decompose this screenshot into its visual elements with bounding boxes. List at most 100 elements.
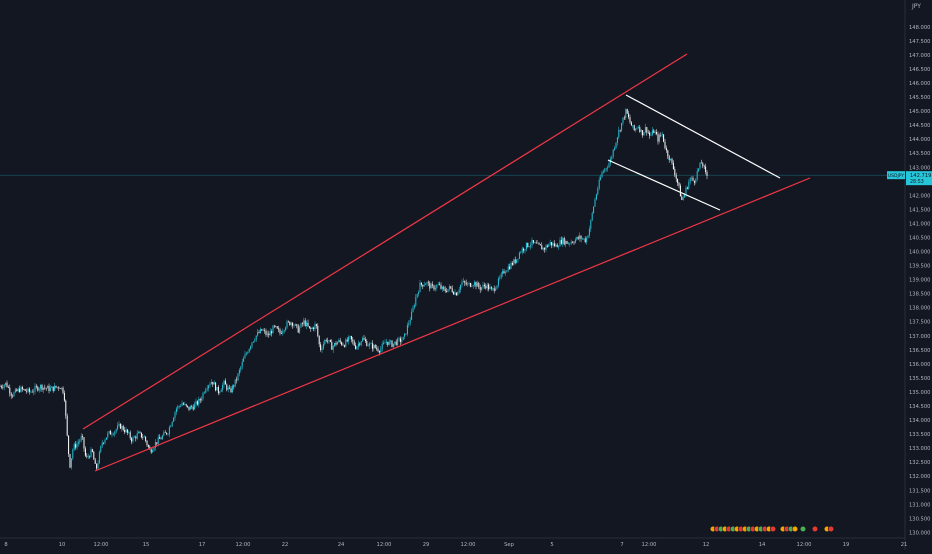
candle-body: [479, 287, 481, 290]
economic-event-marker[interactable]: [799, 525, 807, 533]
candle-body: [100, 446, 102, 453]
candle-body: [145, 436, 147, 441]
candle-body: [359, 343, 361, 345]
candle-body: [534, 242, 536, 244]
candle-body: [471, 286, 473, 287]
x-tick-label: 24: [338, 542, 345, 548]
candle-body: [601, 172, 603, 178]
candle-body: [411, 311, 413, 320]
y-tick-label: 130.000: [909, 530, 930, 536]
candle-body: [406, 324, 408, 335]
candle-body: [490, 287, 492, 289]
candle-body: [551, 242, 553, 246]
flag-upper-line[interactable]: [625, 94, 781, 179]
y-tick-label: 140.500: [909, 235, 930, 241]
candle-body: [374, 344, 376, 348]
candle-body: [215, 382, 217, 391]
candle-body: [209, 384, 211, 386]
lower-channel-line[interactable]: [94, 177, 811, 472]
candle-body: [664, 141, 666, 149]
candle-body: [705, 166, 707, 173]
candle-body: [475, 281, 477, 287]
y-tick-label: 145.500: [909, 95, 930, 101]
candle-body: [552, 243, 554, 246]
candle-body: [467, 283, 469, 285]
last-price-value: 142.719: [910, 173, 931, 179]
candle-body: [259, 329, 261, 333]
candle-body: [192, 407, 194, 410]
x-tick-label: 12: [703, 542, 710, 548]
candle-body: [636, 127, 638, 129]
candle-body: [306, 322, 308, 326]
flag-lower-line[interactable]: [607, 159, 721, 211]
candle-body: [387, 341, 389, 345]
y-tick-label: 147.500: [909, 39, 930, 45]
y-tick-label: 139.500: [909, 264, 930, 270]
candle-body: [124, 430, 126, 433]
candle-body: [115, 429, 117, 432]
y-tick-label: 135.500: [909, 376, 930, 382]
candle-body: [223, 380, 225, 386]
candle-body: [82, 436, 84, 438]
candle-body: [588, 228, 590, 236]
candle-body: [311, 327, 313, 329]
candle-body: [49, 388, 51, 392]
candle-body: [700, 162, 702, 164]
y-tick-label: 142.000: [909, 193, 930, 199]
candle-body: [355, 345, 357, 349]
upper-channel-line[interactable]: [82, 53, 688, 430]
candle-body: [639, 127, 641, 132]
candle-body: [573, 242, 575, 244]
candle-body: [129, 432, 131, 439]
candle-body: [542, 247, 544, 250]
y-tick-label: 138.000: [909, 306, 930, 312]
candle-body: [667, 150, 669, 157]
candle-body: [303, 320, 305, 324]
candle-body: [131, 438, 133, 442]
candle-body: [314, 324, 316, 330]
candle-body: [19, 388, 21, 393]
x-tick-label: 12:00: [642, 542, 657, 548]
candle-body: [535, 242, 537, 244]
candle-body: [395, 341, 397, 346]
candle-body: [286, 321, 288, 328]
candle-body: [376, 347, 378, 349]
candle-body: [635, 128, 637, 131]
candle-body: [196, 401, 198, 405]
candle-body: [450, 286, 452, 289]
candle-body: [531, 240, 533, 246]
candle-body: [121, 425, 123, 429]
candle-body: [681, 196, 683, 200]
economic-event-marker[interactable]: [827, 525, 835, 533]
x-tick-label: 19: [843, 542, 850, 548]
economic-event-marker[interactable]: [791, 525, 799, 533]
candle-body: [353, 341, 355, 346]
candle-body: [307, 322, 309, 327]
candle-body: [283, 330, 285, 332]
candle-body: [409, 319, 411, 324]
candle-body: [545, 245, 547, 250]
x-tick-label: 12:00: [797, 542, 812, 548]
candle-body: [147, 445, 149, 447]
candle-body: [166, 432, 168, 435]
candle-body: [586, 238, 588, 243]
candle-body: [657, 133, 659, 142]
economic-event-marker[interactable]: [769, 525, 777, 533]
candle-body: [510, 262, 512, 269]
y-tick-label: 143.500: [909, 151, 930, 157]
candle-body: [532, 240, 534, 243]
y-tick-label: 133.500: [909, 432, 930, 438]
candle-body: [132, 437, 134, 442]
candle-body: [506, 270, 508, 273]
candle-body: [30, 391, 32, 393]
candle-body: [279, 329, 281, 334]
candle-body: [381, 344, 383, 349]
candle-body: [191, 406, 193, 408]
candle-body: [689, 178, 691, 183]
candle-body: [703, 165, 705, 167]
candle-body: [637, 127, 639, 128]
economic-event-marker[interactable]: [811, 525, 819, 533]
candle-body: [398, 338, 400, 340]
candle-body: [210, 381, 212, 385]
